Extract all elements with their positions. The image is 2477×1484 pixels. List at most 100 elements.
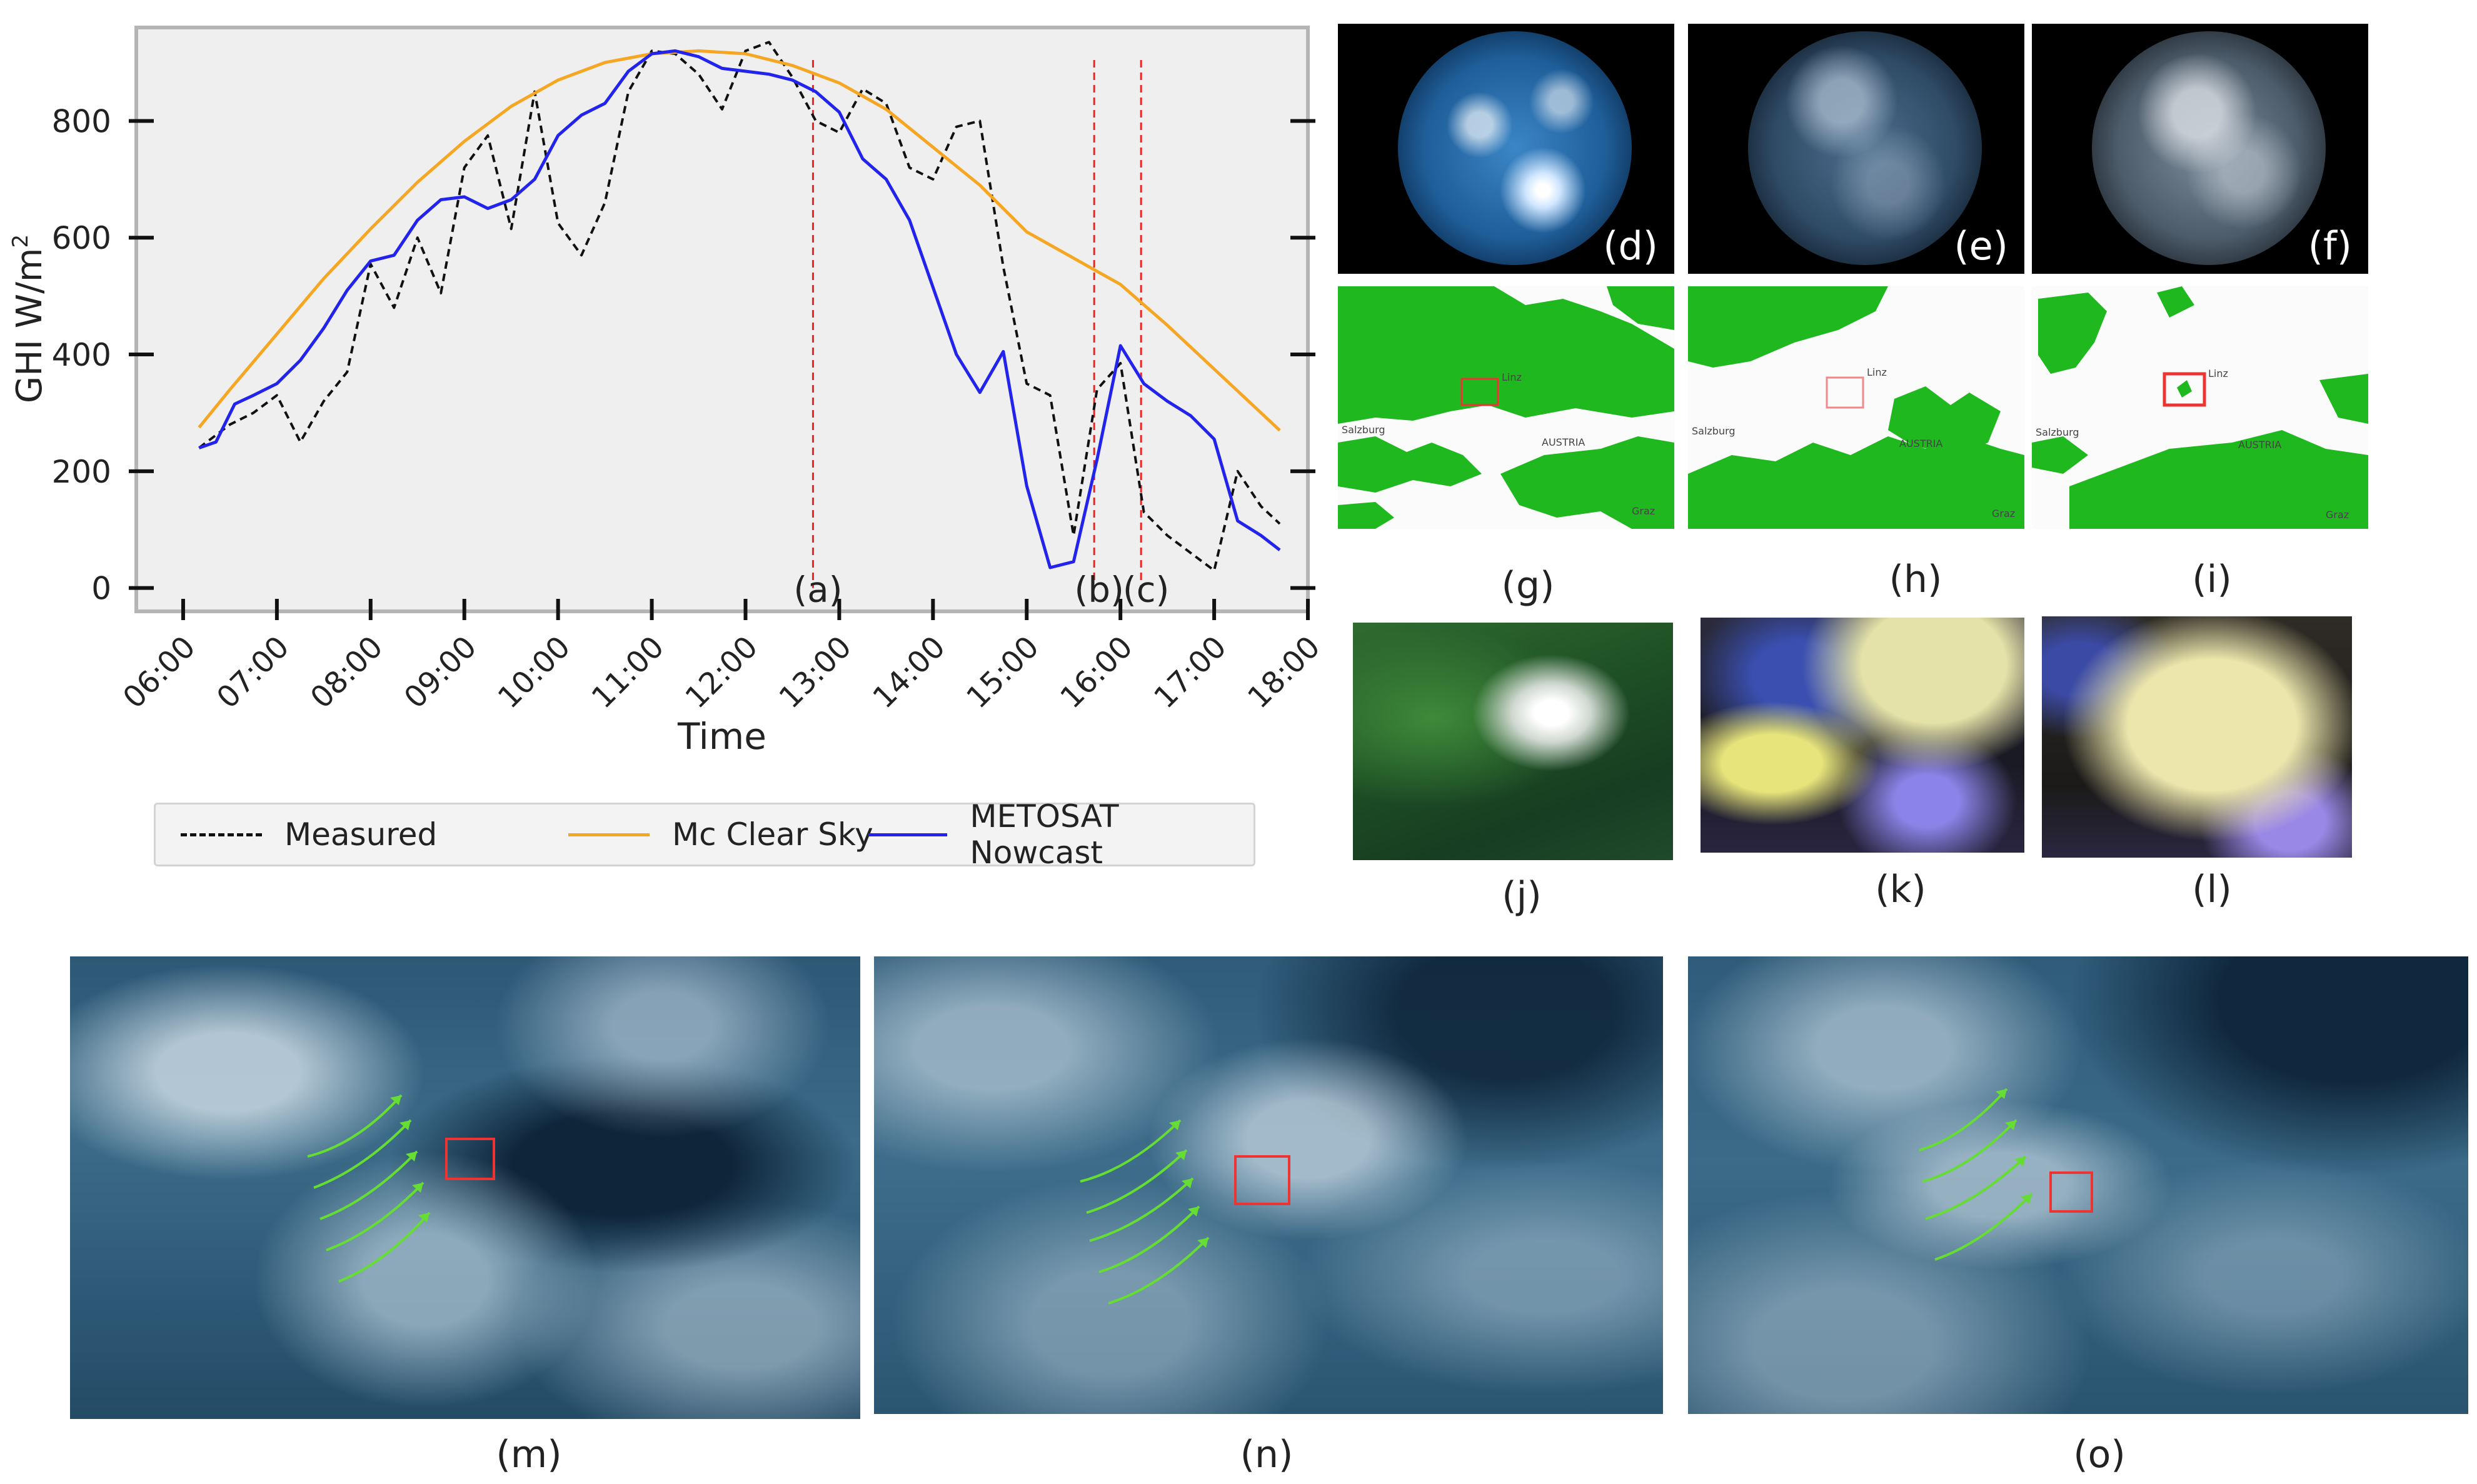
x-tick-label: 09:00 (398, 629, 483, 715)
panel-label-f: (f) (2308, 223, 2352, 269)
sky-image-e: (e) (1688, 24, 2024, 274)
map-label-austria: AUSTRIA (1899, 438, 1943, 449)
x-tick-label: 18:00 (1241, 629, 1327, 715)
y-axis-label: GHI W/m2 (8, 234, 50, 403)
legend-item-nowcast: METOSAT Nowcast (868, 798, 1254, 871)
legend-item-clear-sky: Mc Clear Sky (568, 816, 873, 853)
panel-label-l: (l) (2192, 868, 2232, 911)
flow-overlay (1080, 1119, 1290, 1305)
cloud-mask-g: Linz Salzburg AUSTRIA Graz (1338, 286, 1674, 529)
x-axis-label: Time (677, 715, 766, 758)
cloud-mask-shapes (1338, 286, 1674, 529)
map-label-graz: Graz (2326, 509, 2349, 521)
event-marker-label: (a) (793, 570, 842, 611)
cloud-motion-arrow (1108, 1236, 1210, 1305)
cloud-motion-arrow (1934, 1193, 2033, 1261)
x-tick-label: 17:00 (1147, 629, 1233, 715)
panel-label-o: (o) (2073, 1433, 2126, 1476)
arrow-head (406, 1151, 417, 1161)
legend-label: METOSAT Nowcast (970, 798, 1119, 871)
sky-image-f: (f) (2032, 24, 2368, 274)
x-axis-ticks: 06:00 07:00 08:00 09:00 10:00 11:00 12:00 13:00… (116, 599, 1327, 715)
cloud-motion-arrow (1086, 1149, 1188, 1214)
legend-swatch-nowcast (868, 833, 948, 836)
x-tick-label: 13:00 (772, 629, 858, 715)
sky-image-d: (d) (1338, 24, 1674, 274)
panel-label-m: (m) (496, 1433, 562, 1476)
x-tick-label: 07:00 (210, 629, 296, 715)
cloud-motion-arrow (1080, 1119, 1182, 1183)
marker-labels: (a) (b)(c) (793, 570, 1169, 611)
x-tick-label: 08:00 (304, 629, 389, 715)
arrow-head (418, 1213, 430, 1223)
y-tick-label: 800 (52, 103, 111, 139)
cloud-motion-arrow (338, 1211, 431, 1283)
arrow-head (1996, 1089, 2007, 1099)
cloud-mask-shapes (2032, 286, 2368, 529)
y-axis-ticks: 0 200 400 600 800 (52, 103, 1315, 607)
plot-area (134, 26, 1310, 613)
rgb-crop-l (2042, 616, 2352, 858)
map-label-salzburg: Salzburg (1342, 424, 1385, 436)
rgb-crop-k (1701, 618, 2024, 853)
map-label-graz: Graz (1992, 508, 2016, 519)
arrow-head (390, 1095, 401, 1105)
series-lines (198, 41, 1281, 572)
legend-swatch-clear-sky (568, 833, 650, 836)
x-tick-label: 14:00 (866, 629, 952, 715)
legend-label: Mc Clear Sky (672, 816, 873, 853)
y-tick-label: 0 (91, 571, 111, 607)
legend-swatch-measured (181, 833, 262, 836)
event-marker-label: (b) (1075, 570, 1124, 611)
map-label-graz: Graz (1632, 505, 1656, 517)
cloud-motion-arrow (1922, 1119, 2017, 1183)
roi-box (1234, 1155, 1290, 1205)
arrow-head (1182, 1178, 1193, 1188)
map-label-austria: AUSTRIA (2238, 439, 2282, 451)
cloud-motion-arrow (1919, 1088, 2008, 1151)
map-label-linz: Linz (1502, 371, 1522, 383)
x-tick-label: 10:00 (491, 629, 577, 715)
arrow-head (412, 1183, 423, 1193)
cloud-motion-arrow (1925, 1155, 2027, 1220)
series-line-2 (198, 49, 1281, 569)
map-label-salzburg: Salzburg (2036, 426, 2079, 438)
cloud-mask-h: Linz Salzburg AUSTRIA Graz (1688, 286, 2024, 529)
map-label-salzburg: Salzburg (1692, 425, 1736, 437)
cloud-motion-arrow (1098, 1205, 1200, 1273)
cloud-motion-arrow (307, 1094, 403, 1158)
x-tick-label: 15:00 (960, 629, 1045, 715)
legend-item-measured: Measured (181, 816, 438, 853)
sky-dome (2092, 31, 2326, 265)
y-tick-label: 200 (52, 454, 111, 490)
x-tick-label: 16:00 (1053, 629, 1139, 715)
cloud-mask-shapes (1688, 286, 2024, 529)
panel-label-e: (e) (1954, 223, 2008, 269)
map-label-linz: Linz (2208, 368, 2228, 379)
satellite-image-m (70, 956, 860, 1419)
x-tick-label: 11:00 (585, 629, 671, 715)
map-label-linz: Linz (1867, 366, 1887, 378)
map-label-austria: AUSTRIA (1542, 436, 1585, 448)
roi-box (2049, 1171, 2093, 1213)
y-tick-label: 400 (52, 337, 111, 373)
sky-dome (1748, 31, 1982, 265)
flow-overlay (1919, 1088, 2093, 1261)
chart-legend: Measured Mc Clear Sky METOSAT Nowcast (154, 798, 1255, 871)
arrow-head (2005, 1120, 2016, 1130)
cloud-motion-arrow (1089, 1177, 1194, 1242)
x-tick-label: 12:00 (679, 629, 765, 715)
panel-label-j: (j) (1502, 874, 1542, 918)
arrow-head (1188, 1206, 1199, 1216)
arrow-head (399, 1120, 411, 1130)
roi-box (445, 1138, 495, 1180)
series-line-0 (198, 41, 1281, 572)
flow-overlay (307, 1094, 495, 1283)
satellite-image-n (874, 956, 1663, 1414)
arrow-head (1169, 1120, 1180, 1130)
rgb-crop-j (1353, 623, 1673, 860)
legend-label: Measured (284, 816, 438, 853)
arrow-head (2014, 1156, 2026, 1166)
panel-label-n: (n) (1240, 1433, 1294, 1476)
